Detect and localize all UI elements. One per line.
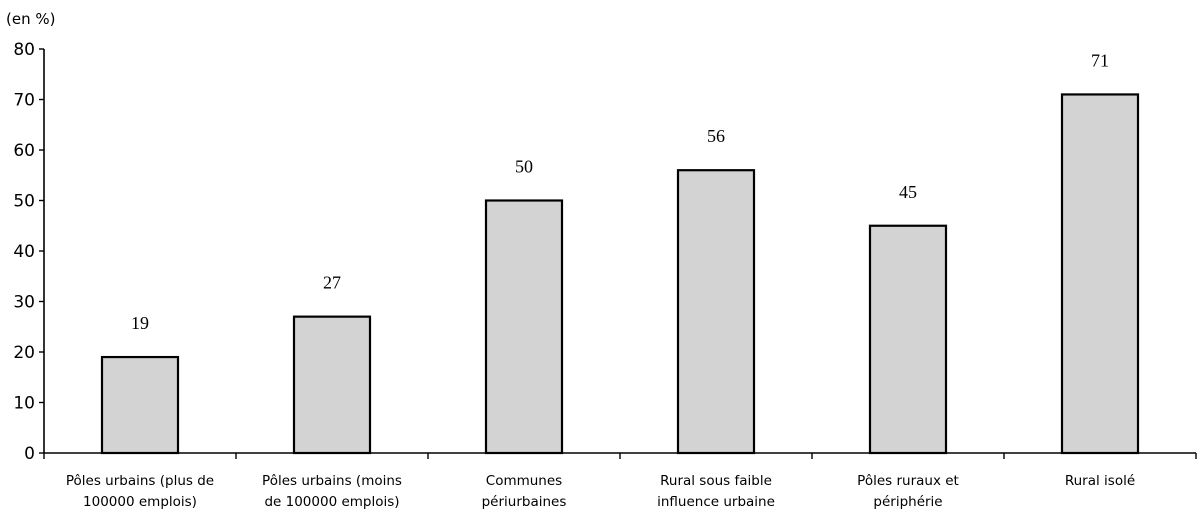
y-axis: 0 10 20 30 40 50 60 70 80 xyxy=(13,40,45,464)
y-unit-label: (en %) xyxy=(6,10,55,28)
bar-value-label: 50 xyxy=(515,157,533,177)
category-label: Rural sous faible xyxy=(660,473,772,489)
bar xyxy=(676,169,756,455)
category-label: Pôles urbains (moins xyxy=(262,473,402,489)
y-tick-label: 0 xyxy=(24,444,35,464)
category-label: périphérie xyxy=(873,494,942,510)
y-tick-label: 40 xyxy=(13,242,35,262)
category-label: Rural isolé xyxy=(1065,473,1135,489)
x-axis xyxy=(43,452,1197,459)
y-tick-label: 20 xyxy=(13,343,35,363)
bar-value-label: 71 xyxy=(1091,50,1109,70)
category-label: périurbaines xyxy=(482,494,567,510)
category-label: Communes xyxy=(486,473,562,489)
category-label: influence urbaine xyxy=(657,494,775,510)
y-tick-label: 30 xyxy=(13,293,35,313)
y-tick-label: 10 xyxy=(13,394,35,414)
bar-value-label: 56 xyxy=(707,126,725,146)
category-label: 100000 emplois) xyxy=(83,494,197,510)
bar xyxy=(484,199,564,455)
category-label: de 100000 emplois) xyxy=(264,494,399,510)
category-labels: Pôles urbains (plus de 100000 emplois) Pôl… xyxy=(66,473,1135,510)
bar xyxy=(100,355,180,455)
bars xyxy=(100,93,1140,455)
y-tick-label: 60 xyxy=(13,141,35,161)
y-tick-label: 80 xyxy=(13,40,35,60)
data-labels: 19 27 50 56 45 71 xyxy=(131,50,1109,333)
bar xyxy=(292,315,372,455)
category-label: Pôles ruraux et xyxy=(857,473,959,489)
bar-value-label: 45 xyxy=(899,182,917,202)
category-label: Pôles urbains (plus de xyxy=(66,473,214,489)
bar-value-label: 19 xyxy=(131,313,149,333)
bar xyxy=(1060,93,1140,455)
bar-value-label: 27 xyxy=(323,273,341,293)
y-tick-label: 50 xyxy=(13,192,35,212)
bar xyxy=(868,224,948,455)
y-tick-label: 70 xyxy=(13,91,35,111)
